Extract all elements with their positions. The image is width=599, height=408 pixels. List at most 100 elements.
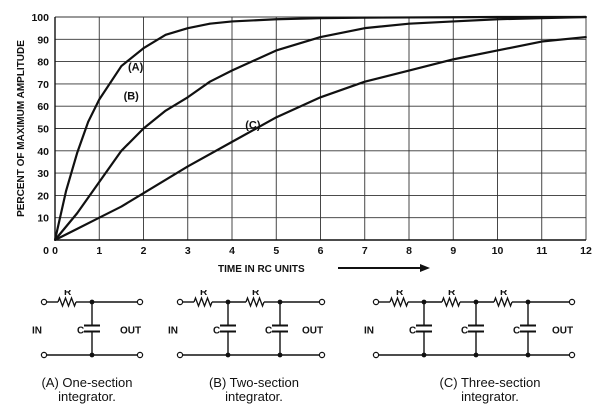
- data-point: [452, 20, 455, 23]
- y-tick-label: 20: [37, 190, 49, 202]
- in-label: IN: [32, 326, 42, 337]
- series-c: (C): [54, 35, 587, 241]
- series-label: (A): [128, 62, 144, 74]
- data-point: [452, 58, 455, 61]
- out-label: OUT: [302, 326, 323, 337]
- y-tick-label: 60: [37, 101, 49, 113]
- circuit-diagrams: R C IN OUT R C R C IN OUT R C R C R C IN OUT: [32, 290, 576, 359]
- data-point: [408, 22, 410, 25]
- junction-dot: [89, 352, 95, 358]
- x-tick-label: 7: [362, 245, 368, 257]
- data-point: [363, 80, 366, 83]
- caption-one-section: (A) One-section integrator.: [22, 376, 152, 404]
- caption-a-line2: integrator.: [58, 389, 116, 404]
- resistor: [441, 296, 461, 308]
- data-point: [76, 152, 79, 154]
- x-tick-label: 12: [580, 245, 592, 257]
- x-tick-label: 10: [492, 245, 504, 257]
- ground-terminal: [176, 351, 184, 359]
- resistor-label: R: [252, 290, 260, 298]
- output-terminal: [568, 298, 576, 306]
- data-point: [363, 16, 366, 19]
- data-point: [76, 227, 79, 230]
- data-point: [231, 69, 233, 72]
- x-axis-label: TIME IN RC UNITS: [218, 264, 305, 275]
- y-tick-label: 40: [37, 146, 49, 158]
- y-tick-label: 10: [37, 213, 49, 225]
- data-point: [231, 140, 233, 143]
- capacitor-label: C: [409, 326, 416, 337]
- series-label: (C): [245, 120, 261, 132]
- resistor-label: R: [200, 290, 208, 298]
- output-terminal: [136, 298, 144, 306]
- ground-terminal: [568, 351, 576, 359]
- y-tick-label: 90: [37, 34, 49, 46]
- data-point: [98, 181, 101, 183]
- data-point: [98, 216, 101, 219]
- in-label: IN: [168, 326, 178, 337]
- y-tick-label: 100: [31, 12, 49, 24]
- data-point: [275, 49, 278, 52]
- input-terminal: [40, 298, 48, 306]
- resistor: [493, 296, 513, 308]
- resistor: [57, 296, 77, 308]
- data-point: [98, 98, 101, 101]
- data-point: [164, 33, 167, 36]
- caption-three-section: (C) Three-section integrator.: [420, 376, 560, 404]
- capacitor-label: C: [461, 326, 468, 337]
- series-b: (B): [54, 15, 587, 241]
- chart: 0 1 2 3 4 5 6 7 8 9 10 11 121020304050607080901000TI…: [16, 12, 592, 275]
- caption-c-line1: (C) Three-section: [439, 375, 541, 390]
- data-point: [186, 96, 189, 99]
- ground-terminal: [136, 351, 144, 359]
- data-point: [231, 20, 233, 23]
- x-tick-label: 0: [52, 245, 58, 257]
- data-point: [363, 27, 366, 30]
- data-point: [275, 18, 278, 21]
- caption-b-line2: integrator.: [225, 389, 283, 404]
- origin-label: 0: [43, 245, 49, 257]
- data-point: [319, 96, 322, 99]
- data-point: [585, 36, 587, 38]
- capacitor-label: C: [77, 326, 84, 337]
- junction-dot: [421, 352, 427, 358]
- junction-dot: [225, 352, 231, 358]
- data-point: [319, 36, 322, 38]
- resistor-label: R: [500, 290, 508, 298]
- y-axis-label: PERCENT OF MAXIMUM AMPLITUDE: [16, 40, 27, 217]
- data-point: [142, 192, 145, 195]
- data-point: [452, 16, 455, 19]
- data-point: [186, 27, 189, 30]
- x-tick-label: 8: [406, 245, 412, 257]
- x-tick-label: 4: [229, 245, 235, 257]
- input-terminal: [176, 298, 184, 306]
- capacitor-label: C: [513, 326, 520, 337]
- data-point: [65, 190, 67, 192]
- x-tick-label: 2: [141, 245, 147, 257]
- x-tick-label: 3: [185, 245, 191, 257]
- resistor: [245, 296, 265, 308]
- data-point: [585, 16, 587, 18]
- data-point: [208, 80, 211, 83]
- data-point: [540, 17, 543, 20]
- ground-terminal: [318, 351, 326, 359]
- data-point: [142, 127, 145, 130]
- x-tick-label: 6: [318, 245, 324, 257]
- capacitor-label: C: [213, 326, 220, 337]
- x-tick-label: 5: [273, 245, 279, 257]
- data-point: [186, 165, 189, 168]
- circuit-b: R C R C IN OUT: [168, 290, 326, 359]
- data-point: [164, 109, 167, 112]
- y-tick-label: 70: [37, 79, 49, 91]
- input-terminal: [372, 298, 380, 306]
- data-point: [87, 120, 90, 123]
- ground-terminal: [372, 351, 380, 359]
- data-point: [408, 69, 410, 72]
- y-tick-label: 30: [37, 168, 49, 180]
- data-point: [496, 49, 499, 52]
- out-label: OUT: [120, 326, 141, 337]
- resistor-label: R: [448, 290, 456, 298]
- out-label: OUT: [552, 326, 573, 337]
- resistor-label: R: [64, 290, 72, 298]
